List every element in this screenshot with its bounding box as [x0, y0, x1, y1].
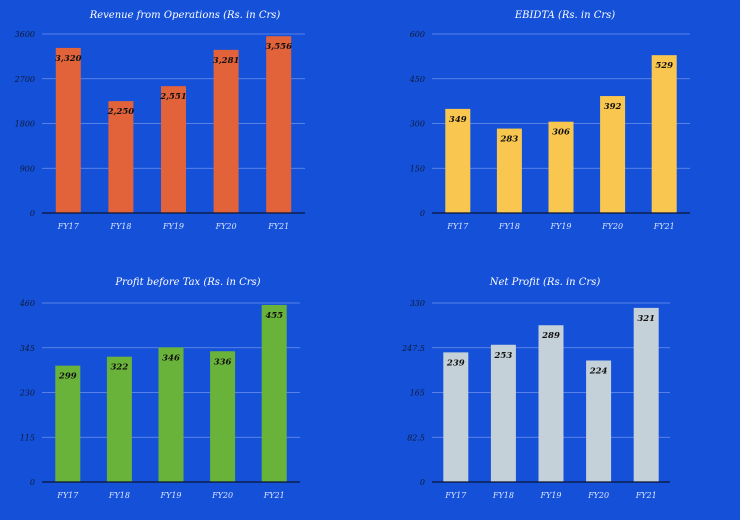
- x-tick-label: FY20: [211, 491, 233, 500]
- y-tick-label: 0: [30, 209, 35, 218]
- data-label: 2,250: [107, 107, 135, 117]
- data-label: 224: [589, 366, 608, 376]
- bar: [538, 325, 564, 482]
- data-label: 346: [162, 353, 180, 363]
- chart-title: Net Profit (Rs. in Crs): [489, 277, 601, 288]
- chart-panel-net-profit: Net Profit (Rs. in Crs) 0 82.5 165 247.5 330…: [370, 260, 740, 520]
- y-tick-label: 600: [410, 30, 425, 39]
- bar: [548, 121, 574, 213]
- x-tick-label: FY19: [162, 222, 184, 231]
- data-label: 306: [552, 128, 570, 138]
- y-tick-label: 0: [30, 478, 35, 487]
- x-tick-label: FY18: [492, 491, 514, 500]
- bar: [210, 351, 236, 482]
- data-label: 3,281: [213, 56, 240, 66]
- data-label: 283: [500, 135, 519, 145]
- data-label: 455: [265, 311, 283, 321]
- data-label: 3,320: [55, 54, 82, 64]
- chart-panel-ebidta: EBIDTA (Rs. in Crs) 0 150 300 450 600 349 FY17…: [370, 0, 740, 260]
- y-tick-label: 115: [20, 433, 35, 442]
- ebidta-chart: EBIDTA (Rs. in Crs) 0 150 300 450 600 349 FY17…: [409, 10, 690, 231]
- x-tick-label: FY21: [635, 491, 657, 500]
- bar: [106, 356, 132, 482]
- x-tick-label: FY18: [498, 222, 520, 231]
- revenue-chart: Revenue from Operations (Rs. in Crs) 0 90…: [14, 10, 305, 231]
- data-label: 289: [541, 331, 560, 341]
- bar: [161, 86, 186, 213]
- y-tick-label: 300: [410, 120, 425, 129]
- data-label: 239: [446, 358, 465, 368]
- y-tick-label: 165: [410, 389, 425, 398]
- bar: [261, 304, 287, 482]
- data-label: 336: [214, 357, 232, 367]
- chart-title: Revenue from Operations (Rs. in Crs): [89, 10, 281, 21]
- bar: [586, 360, 612, 482]
- y-tick-label: 247.5: [401, 344, 425, 353]
- y-tick-label: 330: [410, 299, 425, 308]
- bar: [651, 55, 677, 213]
- bar: [213, 49, 239, 213]
- y-tick-label: 3600: [15, 30, 35, 39]
- bar: [445, 108, 471, 213]
- x-tick-label: FY21: [653, 222, 675, 231]
- y-tick-label: 900: [20, 164, 35, 173]
- x-tick-label: FY20: [601, 222, 623, 231]
- x-tick-label: FY17: [446, 222, 469, 231]
- x-tick-label: FY17: [57, 222, 80, 231]
- bar: [490, 344, 516, 482]
- data-label: 2,551: [159, 92, 187, 102]
- chart-panel-pbt: Profit before Tax (Rs. in Crs) 0 115 230 34…: [0, 260, 370, 520]
- bar: [55, 365, 81, 482]
- bar: [633, 307, 659, 482]
- data-label: 322: [111, 363, 129, 373]
- bar: [108, 101, 134, 213]
- x-tick-label: FY19: [549, 222, 571, 231]
- bar: [443, 352, 469, 482]
- x-tick-label: FY21: [267, 222, 289, 231]
- x-tick-label: FY18: [109, 222, 131, 231]
- data-label: 392: [604, 102, 622, 112]
- bar: [600, 96, 626, 213]
- data-label: 529: [655, 61, 673, 71]
- bar: [496, 128, 522, 213]
- y-tick-label: 0: [420, 478, 425, 487]
- x-tick-label: FY17: [56, 491, 79, 500]
- bar: [55, 47, 81, 213]
- bar: [158, 347, 184, 482]
- data-label: 321: [637, 314, 655, 324]
- x-tick-label: FY18: [108, 491, 130, 500]
- x-tick-label: FY20: [587, 491, 609, 500]
- chart-title: Profit before Tax (Rs. in Crs): [114, 277, 260, 288]
- chart-panel-revenue: Revenue from Operations (Rs. in Crs) 0 90…: [0, 0, 370, 260]
- y-tick-label: 230: [19, 389, 35, 398]
- y-tick-label: 2700: [14, 75, 35, 84]
- data-label: 349: [449, 115, 467, 125]
- y-tick-label: 82.5: [407, 433, 425, 442]
- x-tick-label: FY20: [215, 222, 237, 231]
- net-profit-chart: Net Profit (Rs. in Crs) 0 82.5 165 247.5 330…: [401, 277, 670, 500]
- y-tick-label: 0: [420, 209, 425, 218]
- x-tick-label: FY19: [159, 491, 181, 500]
- pbt-chart: Profit before Tax (Rs. in Crs) 0 115 230 34…: [19, 277, 300, 500]
- data-label: 253: [494, 351, 513, 361]
- chart-title: EBIDTA (Rs. in Crs): [514, 10, 615, 21]
- y-tick-label: 150: [410, 164, 425, 173]
- x-tick-label: FY21: [263, 491, 285, 500]
- data-label: 3,556: [265, 42, 292, 52]
- x-tick-label: FY19: [539, 491, 561, 500]
- y-tick-label: 345: [20, 344, 35, 353]
- x-tick-label: FY17: [444, 491, 467, 500]
- y-tick-label: 1800: [15, 120, 35, 129]
- data-label: 299: [58, 372, 77, 382]
- y-tick-label: 460: [19, 299, 35, 308]
- bar: [266, 36, 292, 214]
- y-tick-label: 450: [409, 75, 425, 84]
